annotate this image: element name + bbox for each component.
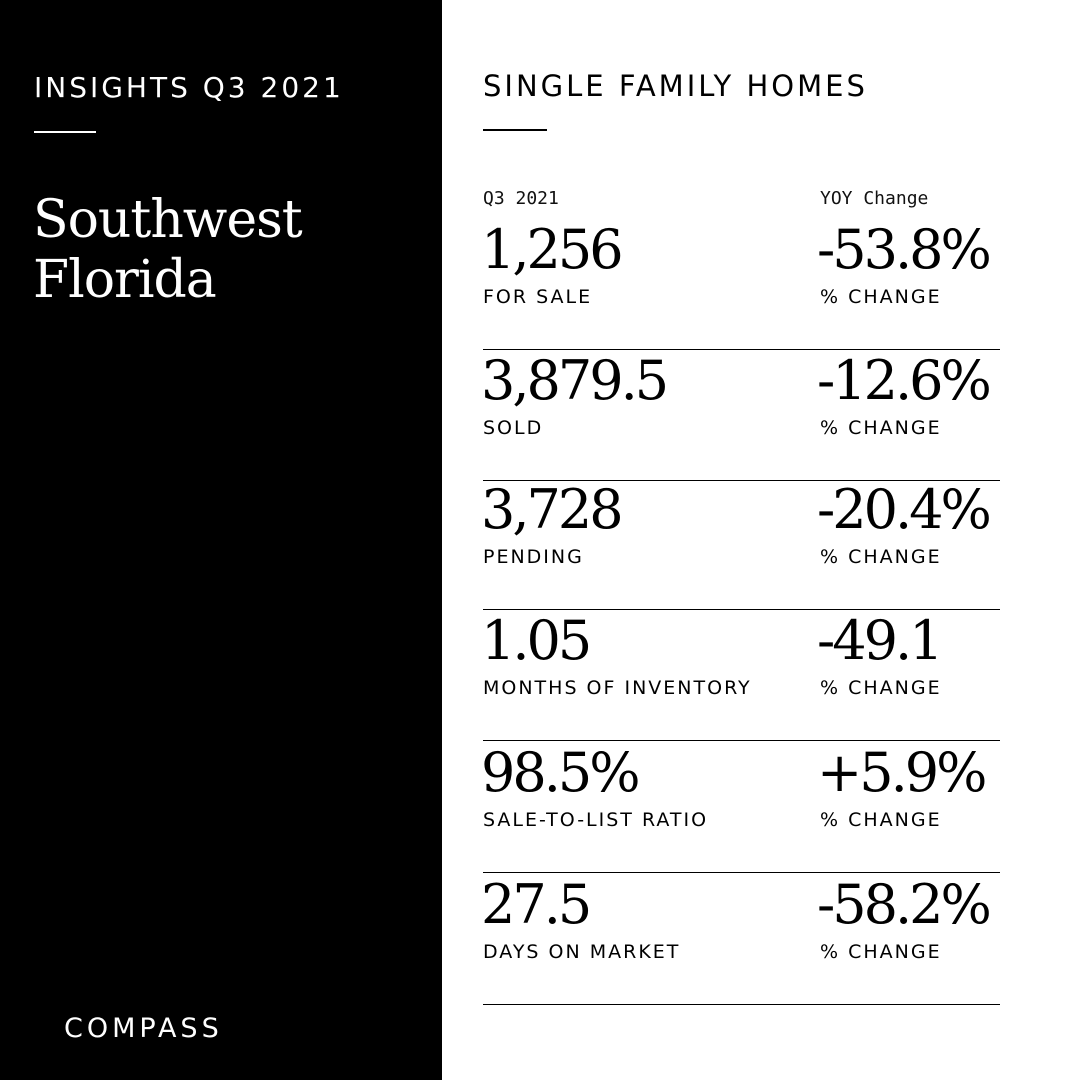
left-divider [34,131,96,133]
stat-value: 1,256 [481,218,624,281]
stat-value: 27.5 [481,873,592,936]
row-divider [483,1004,1000,1005]
stat-label: SOLD [483,417,544,439]
compass-logo: COMPASS [64,1013,223,1044]
stat-change-label: % CHANGE [820,941,942,963]
stat-value: 1.05 [481,609,592,672]
stat-label: PENDING [483,546,584,568]
stat-change-value: -49.1 [817,609,943,672]
yoy-column-header: YOY Change [820,188,929,209]
stat-row-sold: 3,879.5 SOLD -12.6% % CHANGE [481,349,1000,481]
stat-change-value: -58.2% [817,873,992,936]
section-title: SINGLE FAMILY HOMES [483,69,868,103]
stat-row-months-of-inventory: 1.05 MONTHS OF INVENTORY -49.1 % CHANGE [481,609,1000,741]
stat-label: DAYS ON MARKET [483,941,681,963]
left-panel: INSIGHTS Q3 2021 Southwest Florida COMPA… [0,0,442,1080]
row-divider [483,609,1000,610]
stat-change-label: % CHANGE [820,809,942,831]
stat-change-value: -20.4% [817,478,992,541]
stat-row-sale-to-list-ratio: 98.5% SALE-TO-LIST RATIO +5.9% % CHANGE [481,741,1000,873]
stat-change-label: % CHANGE [820,546,942,568]
stat-row-for-sale: 1,256 FOR SALE -53.8% % CHANGE [481,218,1000,350]
period-column-header: Q3 2021 [483,188,559,209]
insights-title: INSIGHTS Q3 2021 [34,71,344,104]
stat-value: 98.5% [481,741,641,804]
stat-change-value: +5.9% [817,741,987,804]
row-divider [483,872,1000,873]
stat-change-value: -53.8% [817,218,992,281]
stat-change-label: % CHANGE [820,417,942,439]
region-title: Southwest Florida [33,190,413,310]
stat-label: FOR SALE [483,286,593,308]
stat-row-pending: 3,728 PENDING -20.4% % CHANGE [481,478,1000,610]
row-divider [483,740,1000,741]
stat-label: MONTHS OF INVENTORY [483,677,752,699]
region-title-line-1: Southwest [33,190,303,250]
stat-row-days-on-market: 27.5 DAYS ON MARKET -58.2% % CHANGE [481,873,1000,1005]
stat-value: 3,879.5 [481,349,669,412]
right-panel: SINGLE FAMILY HOMES Q3 2021 YOY Change 1… [442,0,1080,1080]
stat-change-label: % CHANGE [820,286,942,308]
row-divider [483,480,1000,481]
stat-change-label: % CHANGE [820,677,942,699]
row-divider [483,349,1000,350]
stat-label: SALE-TO-LIST RATIO [483,809,709,831]
region-title-line-2: Florida [33,250,217,310]
section-divider [483,129,547,131]
stat-change-value: -12.6% [817,349,992,412]
stat-value: 3,728 [481,478,624,541]
